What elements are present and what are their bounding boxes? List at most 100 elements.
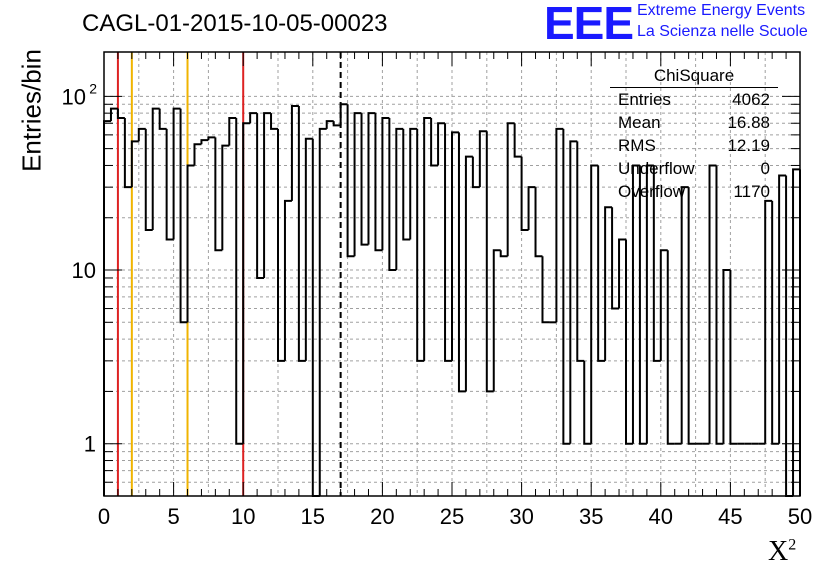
histogram-bin	[339, 103, 348, 126]
histogram-bin	[534, 187, 543, 258]
stats-value: 0	[760, 159, 770, 178]
histogram-bin	[228, 117, 237, 146]
stats-label: RMS	[618, 136, 656, 155]
histogram-bin	[457, 132, 466, 393]
histogram-bin	[645, 164, 654, 444]
histogram-bin	[638, 165, 647, 445]
histogram-bin	[263, 112, 272, 278]
histogram-bin	[541, 256, 550, 324]
histogram-bin	[478, 130, 487, 188]
histogram-bin	[318, 127, 327, 496]
histogram-bin	[158, 108, 167, 130]
histogram-bin	[402, 128, 411, 241]
x-axis-label: X2	[768, 536, 796, 568]
histogram-bin	[792, 168, 800, 496]
histogram-bin	[652, 165, 661, 362]
histogram-bin	[395, 127, 404, 271]
histogram-bin	[214, 137, 223, 252]
histogram-bin	[576, 141, 585, 362]
histogram-bin	[437, 122, 446, 166]
eee-logo: EEE	[544, 0, 634, 49]
histogram-bin	[207, 136, 216, 141]
x-tick-label: 35	[579, 504, 603, 529]
y-tick-label-superscript: 2	[89, 80, 97, 96]
histogram-bin	[604, 206, 613, 361]
histogram-bin	[179, 108, 188, 324]
y-tick-label: 10	[72, 258, 96, 283]
histogram-bin	[555, 127, 564, 323]
stats-value: 1170	[733, 182, 770, 201]
histogram-bin	[381, 117, 390, 251]
histogram-bin	[513, 123, 522, 158]
histogram-bin	[409, 127, 418, 240]
stats-box: ChiSquare Entries 4062 Mean 16.88 RMS 12.19…	[610, 66, 778, 203]
histogram-bin	[172, 107, 181, 240]
x-tick-label: 0	[98, 504, 110, 529]
stats-label: Entries	[618, 90, 671, 109]
histogram-bin	[722, 269, 731, 444]
histogram-bin	[186, 164, 195, 323]
logo-line-1: Extreme Energy Events	[637, 2, 806, 19]
histogram-bin	[520, 156, 529, 231]
histogram-bin	[464, 155, 473, 392]
y-axis-label: Entries/bin	[16, 49, 47, 172]
y-tick-label: 10	[62, 84, 86, 109]
histogram-bin	[729, 270, 738, 445]
histogram-bin	[708, 164, 717, 444]
histogram-bin	[290, 104, 299, 201]
x-tick-label: 5	[167, 504, 179, 529]
histogram-bin	[388, 118, 397, 272]
histogram-bin	[764, 199, 773, 444]
histogram-bin	[499, 250, 508, 258]
histogram-bin	[666, 250, 675, 445]
histogram-bin	[332, 121, 341, 127]
stats-row-overflow: Overflow 1170	[610, 180, 778, 203]
histogram-bin	[451, 131, 459, 361]
x-tick-label: 20	[370, 504, 394, 529]
histogram-bin	[485, 131, 494, 393]
histogram-bin	[374, 113, 383, 252]
histogram-bin	[687, 187, 696, 445]
histogram-bin	[325, 120, 334, 129]
x-tick-label: 45	[718, 504, 742, 529]
histogram-bin	[116, 108, 125, 120]
x-axis-label-text: X	[768, 536, 789, 567]
histogram-bin	[423, 117, 432, 361]
histogram-bin	[631, 164, 640, 444]
histogram-bin	[242, 122, 251, 444]
histogram-bin	[353, 112, 362, 257]
histogram-bin	[235, 118, 244, 445]
stats-row-underflow: Underflow 0	[610, 157, 778, 180]
histogram-bin	[256, 113, 265, 279]
x-axis-label-superscript: 2	[788, 536, 797, 554]
stats-row-entries: Entries 4062	[610, 88, 778, 111]
histogram-bin	[151, 107, 160, 230]
stats-value: 4062	[732, 90, 770, 109]
histogram-bin	[249, 112, 258, 124]
histogram-bin	[583, 360, 592, 445]
histogram-bin	[590, 164, 599, 444]
histogram-bin	[680, 186, 689, 444]
histogram-bin	[471, 156, 480, 189]
x-tick-label: 15	[301, 504, 325, 529]
histogram-bin	[611, 207, 620, 310]
x-tick-label: 10	[231, 504, 255, 529]
logo-line-2: La Scienza nelle Scuole	[637, 23, 808, 40]
stats-label: Overflow	[618, 182, 686, 201]
histogram-bin	[778, 174, 787, 444]
histogram-bin	[130, 140, 139, 188]
histogram-bin	[277, 128, 285, 362]
histogram-bin	[165, 128, 174, 241]
x-tick-label: 50	[788, 504, 812, 529]
histogram-bin	[444, 123, 452, 362]
histogram-bin	[137, 127, 146, 142]
axes	[103, 51, 801, 497]
histogram-bin	[562, 128, 571, 445]
histogram-bin	[416, 128, 425, 362]
histogram-bin	[144, 128, 153, 231]
histogram-bin	[221, 144, 230, 251]
stats-label: Underflow	[618, 159, 695, 178]
x-tick-label: 40	[649, 504, 673, 529]
histogram-bin	[360, 113, 369, 246]
